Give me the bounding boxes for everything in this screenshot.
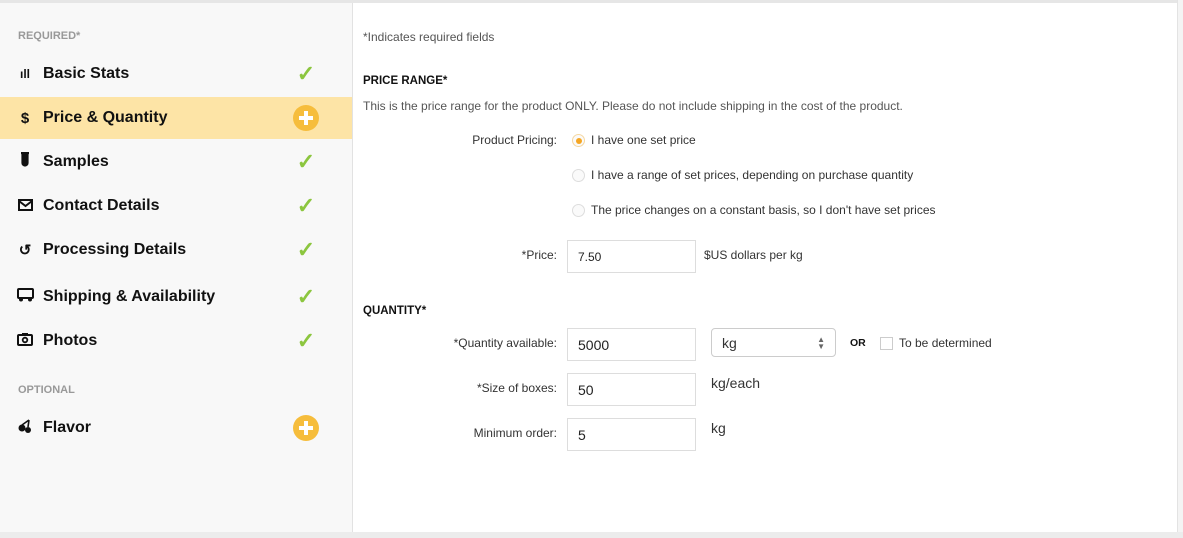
check-icon: ✓ bbox=[296, 284, 316, 309]
radio-range-of-prices[interactable]: I have a range of set prices, depending … bbox=[572, 168, 913, 182]
price-range-description: This is the price range for the product … bbox=[363, 99, 903, 113]
radio-label: The price changes on a constant basis, s… bbox=[591, 203, 936, 217]
minimum-order-unit: kg bbox=[711, 420, 726, 436]
sidebar-item-contact-details[interactable]: Contact Details ✓ bbox=[0, 185, 352, 227]
sidebar-item-label: Flavor bbox=[43, 419, 92, 436]
sidebar-item-label: Photos bbox=[43, 332, 98, 349]
bar-chart-icon: ıll bbox=[19, 67, 30, 81]
sidebar-item-flavor[interactable]: Flavor bbox=[0, 407, 352, 449]
sidebar-item-price-quantity[interactable]: $ Price & Quantity bbox=[0, 97, 352, 139]
checkbox[interactable] bbox=[880, 336, 893, 350]
sidebar-item-label: Processing Details bbox=[43, 241, 187, 258]
required-note: *Indicates required fields bbox=[363, 30, 495, 44]
radio-label: I have a range of set prices, depending … bbox=[591, 168, 914, 182]
sidebar-item-shipping-availability[interactable]: Shipping & Availability ✓ bbox=[0, 276, 352, 318]
radio-button[interactable] bbox=[572, 203, 585, 217]
refresh-icon: ↺ bbox=[18, 242, 32, 259]
minimum-order-input[interactable] bbox=[567, 418, 696, 451]
or-label: OR bbox=[850, 337, 866, 349]
box-size-label: *Size of boxes: bbox=[476, 381, 557, 395]
plus-circle-icon bbox=[293, 105, 319, 131]
check-icon: ✓ bbox=[296, 193, 316, 218]
radio-button[interactable] bbox=[572, 168, 585, 182]
dollar-icon: $ bbox=[20, 109, 30, 127]
sidebar-item-label: Price & Quantity bbox=[43, 109, 168, 126]
sidebar-item-processing-details[interactable]: ↺ Processing Details ✓ bbox=[0, 229, 352, 271]
checkbox-label: To be determined bbox=[899, 336, 992, 350]
optional-section-label: OPTIONAL bbox=[18, 384, 75, 396]
quantity-title: QUANTITY* bbox=[363, 305, 427, 317]
price-label: *Price: bbox=[521, 248, 557, 262]
check-icon: ✓ bbox=[296, 61, 316, 86]
price-unit: $US dollars per kg bbox=[704, 248, 803, 262]
box-size-unit: kg/each bbox=[711, 375, 761, 391]
sidebar-item-label: Shipping & Availability bbox=[43, 288, 216, 305]
check-icon: ✓ bbox=[296, 237, 316, 262]
check-icon: ✓ bbox=[296, 328, 316, 353]
sidebar: REQUIRED* ıll Basic Stats ✓ $ Price & Qu… bbox=[0, 3, 353, 532]
truck-icon bbox=[17, 288, 34, 306]
unit-select[interactable]: kg ▲ ▼ bbox=[711, 328, 836, 357]
camera-icon bbox=[17, 332, 33, 350]
right-border bbox=[1177, 0, 1183, 538]
price-input[interactable] bbox=[567, 240, 696, 273]
sidebar-item-basic-stats[interactable]: ıll Basic Stats ✓ bbox=[0, 53, 352, 95]
check-icon: ✓ bbox=[296, 149, 316, 174]
sidebar-item-label: Basic Stats bbox=[43, 65, 130, 82]
price-range-title: PRICE RANGE* bbox=[363, 75, 448, 87]
cherry-icon bbox=[17, 418, 33, 438]
unit-select-value: kg bbox=[722, 334, 737, 351]
quantity-available-input[interactable] bbox=[567, 328, 696, 361]
select-arrows-icon: ▲ ▼ bbox=[817, 334, 825, 351]
radio-label: I have one set price bbox=[591, 133, 696, 147]
quantity-available-label: *Quantity available: bbox=[453, 336, 557, 350]
test-tube-icon bbox=[17, 151, 33, 172]
plus-circle-icon[interactable] bbox=[293, 415, 319, 441]
envelope-icon bbox=[17, 198, 33, 215]
sidebar-item-label: Contact Details bbox=[43, 197, 160, 214]
to-be-determined-checkbox[interactable]: To be determined bbox=[880, 336, 992, 350]
radio-constant-change[interactable]: The price changes on a constant basis, s… bbox=[572, 203, 936, 217]
product-pricing-label: Product Pricing: bbox=[472, 133, 557, 147]
bottom-border bbox=[0, 532, 1183, 538]
sidebar-item-photos[interactable]: Photos ✓ bbox=[0, 320, 352, 362]
top-border bbox=[0, 0, 1183, 3]
radio-button-selected[interactable] bbox=[572, 133, 585, 147]
required-section-label: REQUIRED* bbox=[18, 30, 81, 42]
sidebar-item-label: Samples bbox=[43, 153, 109, 170]
minimum-order-label: Minimum order: bbox=[473, 426, 557, 440]
radio-one-set-price[interactable]: I have one set price bbox=[572, 133, 696, 147]
box-size-input[interactable] bbox=[567, 373, 696, 406]
sidebar-item-samples[interactable]: Samples ✓ bbox=[0, 141, 352, 183]
